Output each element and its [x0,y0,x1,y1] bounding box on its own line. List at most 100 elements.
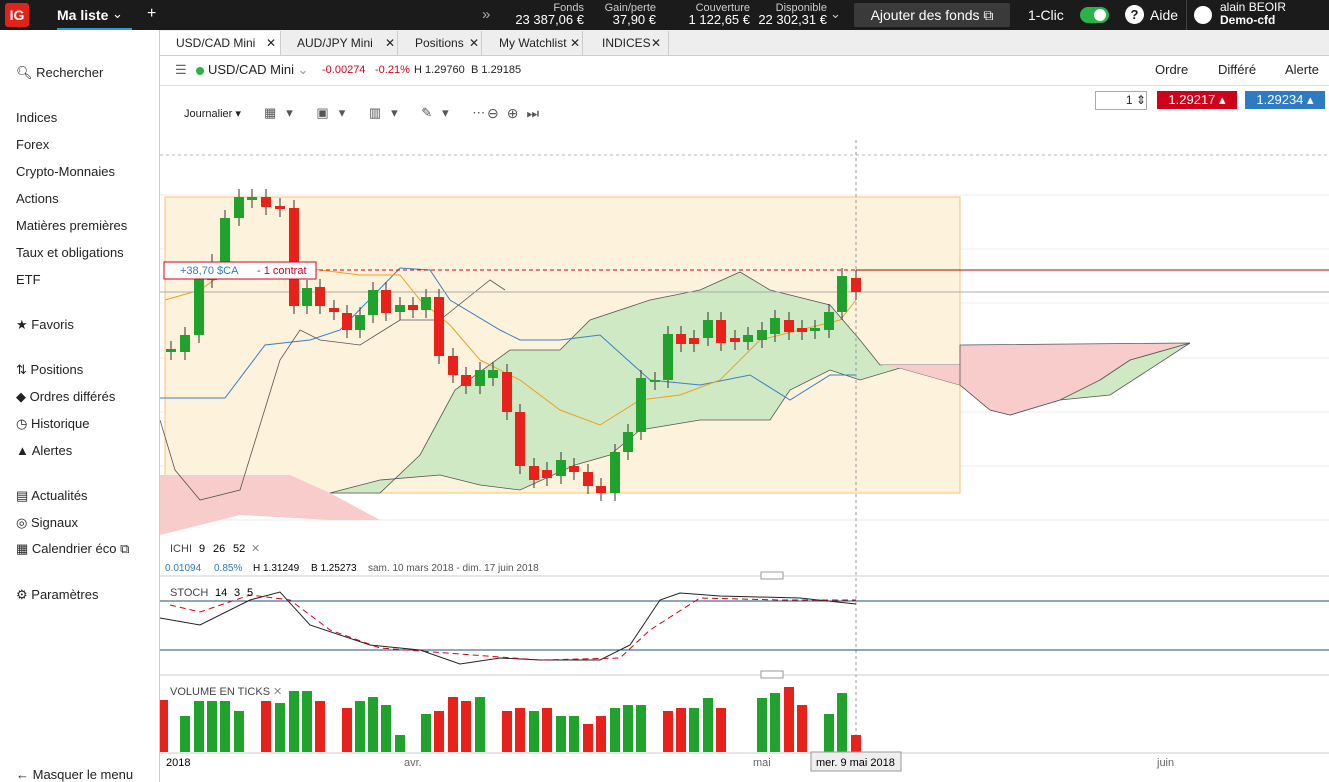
candle [448,356,458,375]
sell[interactable]: 1.29217 ▴ [1157,91,1237,109]
tab[interactable]: INDICES ✕ [586,31,669,55]
candle [247,197,257,200]
stoch-param: 5 [247,587,253,599]
volume-bar [596,716,606,752]
volume-bar [434,711,444,752]
logo[interactable]: IG [5,3,29,27]
ichi-low: B 1.25273 [311,563,357,574]
volume-bar [160,700,168,752]
chevron[interactable]: ⌄ [830,6,841,21]
toggle[interactable] [1080,7,1109,23]
candle [542,470,552,478]
change-pct: -0.21% [375,64,410,76]
candle [381,290,391,313]
volume-bar [461,701,471,752]
menu-icon[interactable]: ☰ [175,62,187,77]
change: -0.00274 [322,64,366,76]
candle [180,335,190,352]
stat: Couverture 1 122,65 € [688,2,750,27]
nav[interactable]: ▤ Actualités [16,488,88,503]
volume-bar [315,701,325,752]
low: B 1.29185 [471,64,522,76]
candle [488,370,498,378]
candle [636,378,646,432]
x-label: mai [753,757,771,769]
volume-bar [475,697,485,752]
nav[interactable]: Matières premières [16,218,128,233]
user[interactable]: alain BEOIR Demo-cfd [1220,0,1287,27]
top-bar: IG Ma liste ⌄ + » Fonds 23 387,06 € Gain/… [0,0,1329,30]
user-icon[interactable] [1194,6,1212,24]
tab[interactable]: Positions ✕ [399,31,482,55]
action[interactable]: Ordre [1155,62,1189,77]
candle [623,432,633,452]
tools[interactable]: ▦▾ ▣▾ ▥▾ ✎▾ ⋯ [264,105,496,120]
volume-bar [663,711,673,752]
period[interactable]: Journalier ▾ [184,108,241,120]
action[interactable]: Différé [1218,62,1257,77]
add-tab[interactable]: + [147,5,157,22]
nav[interactable]: ETF [16,272,41,287]
nav[interactable]: ⇅ Positions [16,362,84,377]
add-funds-button[interactable]: Ajouter des fonds ⧉ [854,3,1010,27]
zoom[interactable]: ⊖⊕⏭ [487,105,548,121]
candle [355,315,365,330]
nav[interactable]: ◆ Ordres différés [16,389,116,404]
nav[interactable]: ◷ Historique [16,416,90,431]
instrument[interactable]: USD/CAD Mini ⌄ [208,62,309,77]
candle [529,466,539,480]
volume-name: VOLUME EN TICKS [170,686,270,698]
tab[interactable]: AUD/JPY Mini ✕ [281,31,398,55]
nav[interactable]: ▲ Alertes [16,443,73,458]
candle [502,372,512,412]
nav[interactable]: Indices [16,110,58,125]
candle [851,278,861,292]
nav[interactable]: Crypto-Monnaies [16,164,115,179]
action[interactable]: Alerte [1285,62,1319,77]
volume-bar [515,708,525,752]
underline [57,28,132,30]
help[interactable]: Aide [1150,7,1179,23]
expand[interactable]: » [482,6,491,23]
candle [368,290,378,315]
volume-bar [355,701,365,752]
qty[interactable]: 1 ⇕ [1095,91,1147,110]
nav[interactable]: ★ Favoris [16,317,74,332]
hide-menu[interactable]: ← Masquer le menu [16,767,134,782]
nav[interactable]: Taux et obligations [16,245,124,260]
nav[interactable]: Forex [16,137,50,152]
menu[interactable]: Ma liste [57,7,109,23]
candle [703,320,713,338]
tab[interactable]: USD/CAD Mini ✕ [160,31,281,55]
candle [194,270,204,335]
volume-bar [207,701,217,752]
buy[interactable]: 1.29234 ▴ [1245,91,1325,109]
candle [569,466,579,472]
candle [837,276,847,312]
nav[interactable]: ▦ Calendrier éco ⧉ [16,541,130,556]
volume-bar [623,705,633,752]
candle [166,349,176,352]
nav[interactable]: Actions [16,191,59,206]
position-size: - 1 contrat [257,265,307,277]
candle [797,328,807,332]
candle [315,287,325,306]
volume-bar [689,708,699,752]
ichi-range: sam. 10 mars 2018 - dim. 17 juin 2018 [368,563,539,574]
tab[interactable]: My Watchlist ✕ [483,31,583,55]
nav[interactable]: ⚙ Paramètres [16,587,99,602]
volume-bar [716,708,726,752]
search[interactable]: 🔍︎ Rechercher [16,65,104,80]
volume-bar [837,693,847,752]
volume-bar [676,708,686,752]
ichi-param: 26 [213,543,225,555]
one-click-label: 1-Clic [1028,7,1064,23]
svg-text:✕: ✕ [273,686,282,698]
candle [770,318,780,334]
volume-bar [220,701,230,752]
stoch-param: 14 [215,587,227,599]
candle [461,375,471,386]
help-icon[interactable]: ? [1125,5,1144,24]
ichi-change-pct: 0.85% [214,563,242,574]
nav[interactable]: ◎ Signaux [16,515,78,530]
